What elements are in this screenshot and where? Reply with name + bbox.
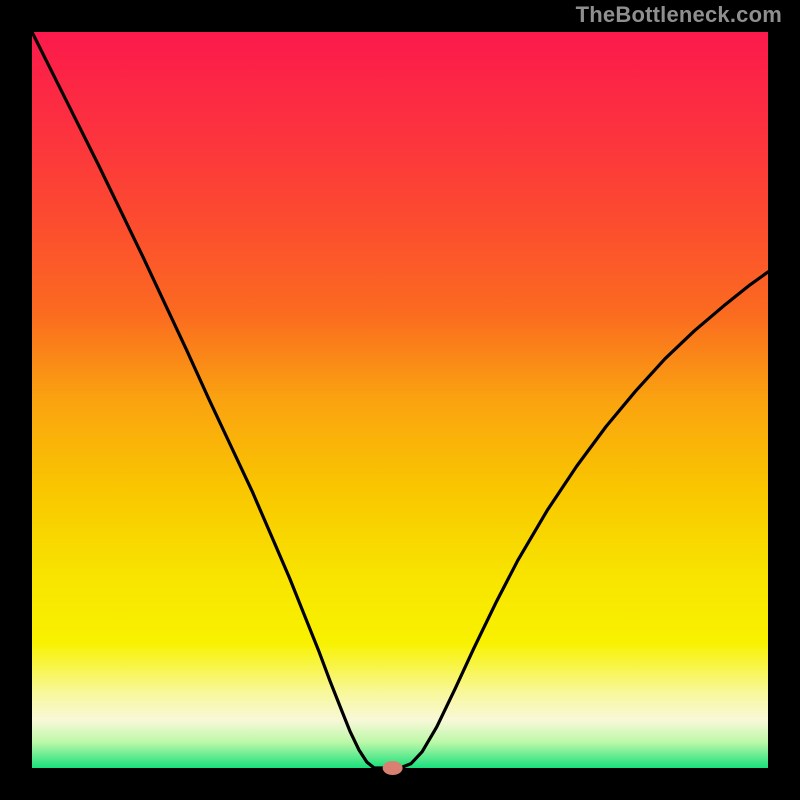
optimal-marker: [383, 761, 403, 775]
plot-gradient-area: [32, 32, 768, 768]
bottleneck-chart: [0, 0, 800, 800]
watermark-text: TheBottleneck.com: [576, 2, 782, 28]
